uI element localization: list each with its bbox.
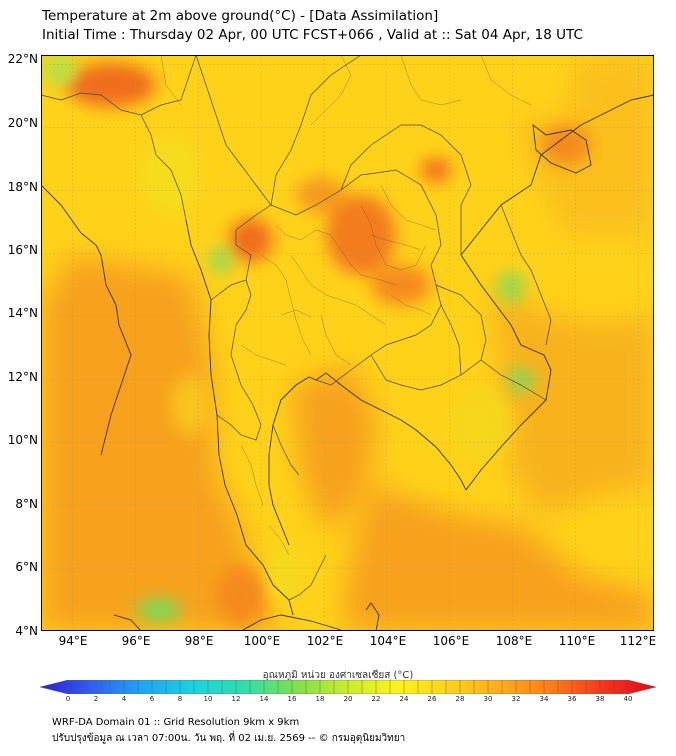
province-borders [160,55,532,556]
lat-label-16n: 16°N [7,243,38,257]
lon-label-106e: 106°E [432,634,470,648]
colorbar-tick-label: 20 [343,695,353,703]
colorbar-tick-label: 28 [455,695,465,703]
lon-label-110e: 110°E [558,634,596,648]
colorbar-tick-label: 40 [623,695,633,703]
cool-areas [141,135,511,605]
footer-model-info: WRF-DA Domain 01 :: Grid Resolution 9km … [52,717,300,728]
colorbar-tick-label: 22 [371,695,381,703]
map-subtitle: Initial Time : Thursday 02 Apr, 00 UTC F… [42,27,583,43]
sea-temperature-field [41,55,654,631]
lon-label-96e: 96°E [121,634,151,648]
colorbar-tick-label: 30 [483,695,493,703]
hot-spots [66,63,591,625]
colorbar-tick-label: 34 [539,695,549,703]
map-canvas [41,55,654,631]
colorbar-tick-label: 26 [427,695,437,703]
map-gridlines [41,55,654,631]
colorbar [40,680,656,694]
colorbar-label: อุณหภูมิ หน่วย องศาเซลเซียส (°C) [262,670,414,681]
lon-label-108e: 108°E [495,634,533,648]
colorbar-tick-label: 16 [287,695,297,703]
country-borders [41,55,552,601]
colorbar-tick-label: 24 [399,695,409,703]
colorbar-tick-label: 32 [511,695,521,703]
colorbar-tick-label: 0 [65,695,71,703]
green-patches [41,55,534,622]
lat-label-6n: 6°N [15,560,38,574]
lat-label-18n: 18°N [7,180,38,194]
lat-label-4n: 4°N [15,624,38,638]
colorbar-tick-label: 6 [149,695,155,703]
lon-label-100e: 100°E [243,634,281,648]
colorbar-tick-label: 36 [567,695,577,703]
colorbar-tick-label: 10 [203,695,213,703]
lon-label-104e: 104°E [369,634,407,648]
lat-label-10n: 10°N [7,433,38,447]
colorbar-tick-label: 2 [93,695,99,703]
map-frame [41,55,654,631]
colorbar-tick-label: 8 [177,695,183,703]
lon-label-98e: 98°E [184,634,214,648]
lon-label-112e: 112°E [619,634,657,648]
lat-label-12n: 12°N [7,370,38,384]
colorbar-tick-label: 18 [315,695,325,703]
footer-update-info: ปรับปรุงข้อมูล ณ เวลา 07:00น. วัน พฤ. ที… [52,733,406,744]
coastlines [41,94,654,631]
lon-label-94e: 94°E [58,634,88,648]
colorbar-tick-label: 4 [121,695,127,703]
temperature-map [41,55,654,631]
colorbar-tick-label: 12 [231,695,241,703]
map-title: Temperature at 2m above ground(°C) - [Da… [42,8,439,24]
colorbar-tick-label: 38 [595,695,605,703]
lat-label-8n: 8°N [15,497,38,511]
colorbar-tick-label: 14 [259,695,269,703]
lat-label-14n: 14°N [7,306,38,320]
lon-label-102e: 102°E [306,634,344,648]
lat-label-20n: 20°N [7,116,38,130]
lat-label-22n: 22°N [7,52,38,66]
